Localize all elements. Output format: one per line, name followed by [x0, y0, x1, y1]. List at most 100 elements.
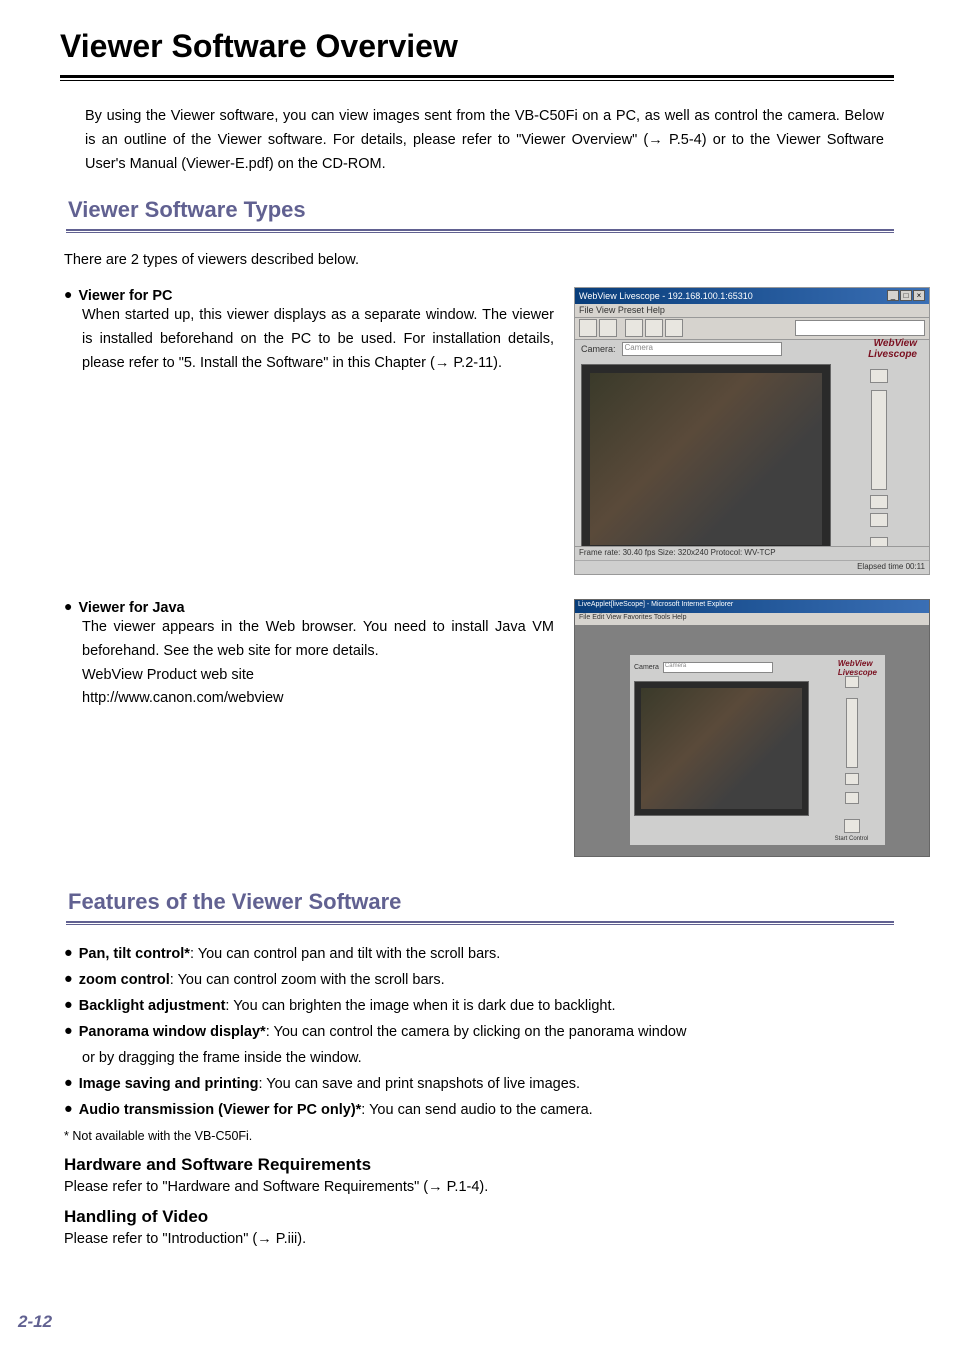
zoom-icon [845, 676, 859, 688]
zoom-slider [871, 390, 887, 490]
toolbar-select [795, 320, 925, 336]
control-icon [845, 792, 859, 804]
feature-desc: : You can control pan and tilt with the … [190, 946, 500, 962]
feature-item: ● Audio transmission (Viewer for PC only… [64, 1097, 894, 1123]
viewer-java-body2: WebView Product web site [82, 664, 554, 688]
feature-item: ● Image saving and printing: You can sav… [64, 1071, 894, 1097]
feature-name: Pan, tilt control* [79, 946, 190, 962]
logo-line1: WebView [874, 338, 917, 349]
screenshot-pc-statusbar: Frame rate: 30.40 fps Size: 320x240 Prot… [575, 546, 929, 560]
viewer-pc-row: ● Viewer for PC When started up, this vi… [64, 287, 894, 575]
hardware-requirements-body: Please refer to "Hardware and Software R… [64, 1179, 894, 1195]
section-underline [66, 924, 894, 925]
handling-video-body: Please refer to "Introduction" (→ P.iii)… [64, 1231, 894, 1247]
feature-item: ● Backlight adjustment: You can brighten… [64, 993, 894, 1019]
feature-item: ● zoom control: You can control zoom wit… [64, 967, 894, 993]
maximize-icon: □ [900, 290, 912, 301]
screenshot-java-body: Camera Camera WebView Livescope [575, 625, 929, 856]
bullet-icon: ● [64, 966, 73, 992]
camera-select: Camera [622, 342, 782, 356]
feature-item: ● Panorama window display*: You can cont… [64, 1019, 894, 1045]
feature-name: Backlight adjustment [79, 998, 226, 1014]
feature-desc: : You can send audio to the camera. [361, 1102, 592, 1118]
feature-item: ● Pan, tilt control*: You can control pa… [64, 941, 894, 967]
start-control-label: Start Control [835, 836, 869, 842]
section-underline [66, 232, 894, 233]
viewer-types-intro: There are 2 types of viewers described b… [64, 249, 894, 273]
toolbar-icon [625, 319, 643, 337]
feature-name: Image saving and printing [79, 1076, 259, 1092]
zoom-slider [846, 698, 858, 768]
toolbar-icon [599, 319, 617, 337]
page-number: 2-12 [18, 1312, 52, 1332]
viewer-java-body1: The viewer appears in the Web browser. Y… [82, 616, 554, 664]
feature-desc: : You can brighten the image when it is … [225, 998, 615, 1014]
bullet-icon: ● [64, 1070, 73, 1096]
toolbar-icon [579, 319, 597, 337]
screenshot-pc-body [575, 358, 929, 572]
control-icon [870, 513, 888, 527]
screenshot-java-menubar: File Edit View Favorites Tools Help [575, 613, 929, 625]
screenshot-java-titlebar: LiveApplet[liveScope] - Microsoft Intern… [575, 600, 929, 613]
viewer-java-row: ● Viewer for Java The viewer appears in … [64, 599, 894, 857]
bullet-icon: ● [64, 992, 73, 1018]
feature-desc: : You can control the camera by clicking… [266, 1024, 687, 1040]
bullet-icon: ● [64, 1096, 73, 1122]
features-footnote: * Not available with the VB-C50Fi. [64, 1129, 894, 1143]
bullet-icon: ● [64, 286, 72, 302]
viewer-pc-body: When started up, this viewer displays as… [82, 304, 554, 376]
intro-paragraph: By using the Viewer software, you can vi… [85, 105, 884, 177]
video-frame [641, 688, 802, 809]
logo-line1: WebView [838, 659, 873, 668]
java-panel: Camera Camera WebView Livescope [630, 655, 885, 845]
title-underline [60, 80, 894, 81]
screenshot-pc-titlebar: WebView Livescope - 192.168.100.1:65310 … [575, 288, 929, 304]
screenshot-pc-toolbar [575, 318, 929, 340]
section-features-heading: Features of the Viewer Software [66, 887, 894, 923]
screenshot-pc-menubar: File View Preset Help [575, 304, 929, 318]
viewer-pc-text-col: ● Viewer for PC When started up, this vi… [64, 287, 554, 575]
feature-desc: : You can control zoom with the scroll b… [170, 972, 445, 988]
screenshot-viewer-pc: WebView Livescope - 192.168.100.1:65310 … [574, 287, 930, 575]
close-icon: × [913, 290, 925, 301]
java-side-controls: Start Control [824, 675, 879, 842]
feature-indent-line: or by dragging the frame inside the wind… [64, 1045, 894, 1071]
logo-line2: Livescope [868, 349, 917, 360]
handling-video-heading: Handling of Video [64, 1207, 894, 1227]
camera-select: Camera [663, 662, 773, 673]
window-buttons: _ □ × [887, 290, 925, 301]
screenshot-pc-title-text: WebView Livescope - 192.168.100.1:65310 [579, 291, 753, 301]
viewer-pc-title: Viewer for PC [78, 288, 172, 304]
toolbar-icon [645, 319, 663, 337]
viewer-java-text-col: ● Viewer for Java The viewer appears in … [64, 599, 554, 857]
bullet-icon: ● [64, 1018, 73, 1044]
hardware-requirements-heading: Hardware and Software Requirements [64, 1155, 894, 1175]
control-icon [845, 773, 859, 785]
start-control-icon [844, 819, 860, 833]
viewer-pc-screenshot-col: WebView Livescope - 192.168.100.1:65310 … [574, 287, 930, 575]
control-icon [870, 495, 888, 509]
video-area [634, 681, 809, 816]
features-list: ● Pan, tilt control*: You can control pa… [64, 941, 894, 1124]
zoom-icon [870, 369, 888, 383]
screenshot-pc-camera-row: Camera: Camera WebView Livescope [575, 340, 929, 358]
camera-label: Camera: [581, 344, 616, 354]
page-title: Viewer Software Overview [60, 28, 894, 78]
viewer-java-title: Viewer for Java [78, 600, 184, 616]
feature-name: Panorama window display* [79, 1024, 266, 1040]
feature-name: zoom control [79, 972, 170, 988]
screenshot-pc-elapsed: Elapsed time 00:11 [575, 560, 929, 574]
minimize-icon: _ [887, 290, 899, 301]
viewer-java-url: http://www.canon.com/webview [82, 687, 554, 711]
video-area [581, 364, 831, 554]
webview-logo: WebView Livescope [868, 338, 923, 360]
feature-name: Audio transmission (Viewer for PC only)* [79, 1102, 362, 1118]
side-panel [833, 362, 925, 568]
viewer-java-screenshot-col: LiveApplet[liveScope] - Microsoft Intern… [574, 599, 930, 857]
bullet-icon: ● [64, 940, 73, 966]
section-viewer-types-heading: Viewer Software Types [66, 195, 894, 231]
video-frame [590, 373, 822, 545]
camera-label: Camera [634, 664, 659, 671]
viewer-pc-bullet: ● Viewer for PC [64, 287, 554, 304]
viewer-java-bullet: ● Viewer for Java [64, 599, 554, 616]
